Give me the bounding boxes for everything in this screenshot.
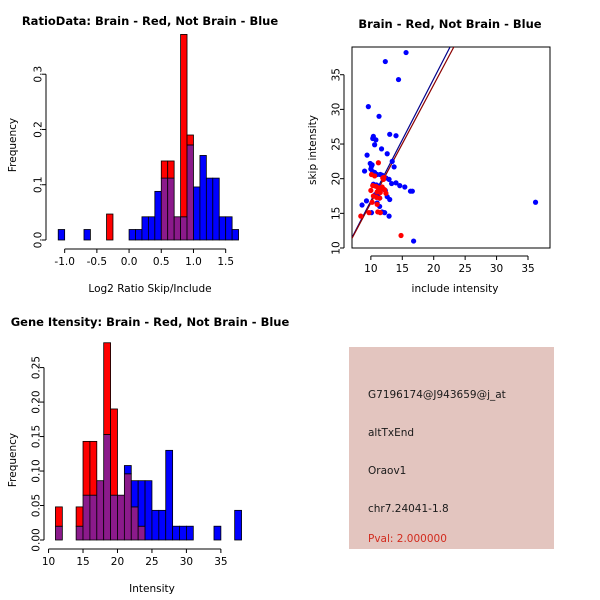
svg-text:25: 25	[458, 263, 471, 275]
info-box: G7196174@J943659@j_at altTxEnd Oraov1 ch…	[349, 347, 554, 549]
svg-text:35: 35	[521, 263, 534, 275]
ratio-histogram-svg: -1.0 -0.5 0.0 0.5 1.0 1.5 0.0 0.1 0.2 0.3 Log2 Ra…	[7, 34, 239, 295]
ratio-histogram-bars	[57, 34, 239, 241]
svg-text:20: 20	[331, 172, 343, 185]
ratio-histogram-panel: RatioData: Brain - Red, Not Brain - Blue…	[0, 0, 300, 300]
svg-text:35: 35	[214, 556, 227, 568]
gene-histogram-bars	[55, 342, 242, 541]
gene-histogram-title: Gene Itensity: Brain - Red, Not Brain - …	[10, 315, 290, 329]
probe-id-text: G7196174@J943659@j_at	[368, 389, 506, 401]
svg-text:0.20: 0.20	[31, 390, 43, 413]
info-panel: G7196174@J943659@j_at altTxEnd Oraov1 ch…	[300, 300, 600, 600]
scatter-title: Brain - Red, Not Brain - Blue	[358, 17, 542, 31]
scatter-frame	[351, 46, 551, 249]
ratio-histogram-ylabel: Frequency	[7, 118, 19, 172]
svg-text:-0.5: -0.5	[87, 256, 108, 268]
svg-text:0.10: 0.10	[31, 459, 43, 482]
svg-text:20: 20	[427, 263, 440, 275]
svg-text:20: 20	[111, 556, 124, 568]
ratio-histogram-axes: -1.0 -0.5 0.0 0.5 1.0 1.5 0.0 0.1 0.2 0.3	[33, 66, 235, 268]
svg-text:25: 25	[145, 556, 158, 568]
svg-text:15: 15	[331, 207, 343, 220]
svg-text:35: 35	[331, 68, 343, 81]
pval-text: Pval: 2.000000	[368, 533, 447, 545]
locus-text: chr7.24041-1.8	[368, 503, 449, 515]
event-type-text: altTxEnd	[368, 427, 415, 439]
gene-symbol-text: Oraov1	[368, 465, 407, 477]
svg-text:0.2: 0.2	[33, 121, 45, 138]
gene-histogram-panel: Gene Itensity: Brain - Red, Not Brain - …	[0, 300, 300, 600]
svg-text:0.00: 0.00	[31, 528, 43, 551]
svg-text:15: 15	[76, 556, 89, 568]
svg-text:-1.0: -1.0	[54, 256, 75, 268]
svg-text:30: 30	[180, 556, 193, 568]
scatter-panel: Brain - Red, Not Brain - Blue 10 15 20 25 30…	[300, 0, 600, 300]
gene-histogram-ylabel: Frequency	[7, 433, 19, 487]
svg-text:1.5: 1.5	[217, 256, 234, 268]
svg-text:25: 25	[331, 137, 343, 150]
ratio-histogram-title: RatioData: Brain - Red, Not Brain - Blue	[21, 14, 279, 28]
svg-text:0.0: 0.0	[33, 232, 45, 249]
svg-text:0.1: 0.1	[33, 176, 45, 193]
svg-text:10: 10	[331, 241, 343, 254]
svg-text:30: 30	[331, 103, 343, 116]
svg-text:30: 30	[490, 263, 503, 275]
svg-text:0.25: 0.25	[31, 356, 43, 379]
scatter-svg: 10 15 20 25 30 35 10 15 20 25 30 35 include intensi…	[307, 46, 551, 295]
svg-text:10: 10	[42, 556, 55, 568]
scatter-axes: 10 15 20 25 30 35 10 15 20 25 30 35	[331, 68, 535, 275]
svg-text:1.0: 1.0	[185, 256, 202, 268]
scatter-xlabel: include intensity	[412, 283, 499, 295]
svg-text:10: 10	[364, 263, 377, 275]
scatter-ylabel: skip intensity	[307, 115, 319, 185]
ratio-histogram-xlabel: Log2 Ratio Skip/Include	[88, 283, 211, 295]
svg-text:0.0: 0.0	[121, 256, 138, 268]
svg-text:0.3: 0.3	[33, 66, 45, 83]
scatter-regression-lines	[352, 47, 455, 239]
svg-text:15: 15	[396, 263, 409, 275]
svg-text:0.5: 0.5	[153, 256, 170, 268]
gene-histogram-svg: 10 15 20 25 30 35 0.00 0.05 0.10 0.15 0.20 0.25 Int…	[7, 342, 242, 595]
gene-histogram-xlabel: Intensity	[129, 583, 175, 595]
scatter-points	[358, 49, 539, 244]
svg-text:0.15: 0.15	[31, 425, 43, 448]
svg-text:0.05: 0.05	[31, 494, 43, 517]
gene-histogram-axes: 10 15 20 25 30 35 0.00 0.05 0.10 0.15 0.20 0.25	[31, 356, 228, 568]
